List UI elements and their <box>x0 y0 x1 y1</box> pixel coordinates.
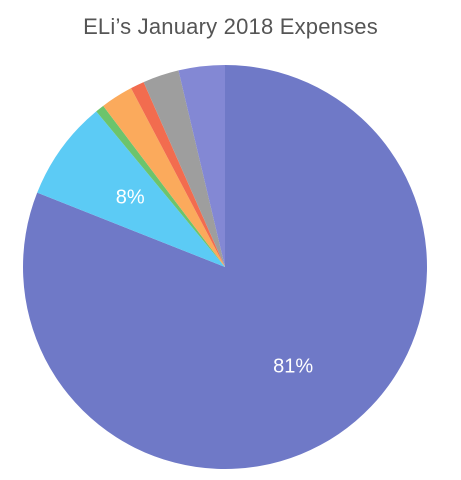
pie-slice-6 <box>178 65 225 267</box>
pie-slice-4 <box>131 82 225 268</box>
pie-slice-label-1: 8% <box>116 186 145 208</box>
pie-slice-0 <box>23 65 428 470</box>
pie-slice-1 <box>37 111 225 267</box>
pie-slice-2 <box>96 105 226 267</box>
chart-title: ELi’s January 2018 Expenses <box>83 14 378 39</box>
pie-slice-label-0: 81% <box>273 355 313 377</box>
pie-slice-3 <box>103 88 225 268</box>
pie-slice-5 <box>143 70 225 268</box>
